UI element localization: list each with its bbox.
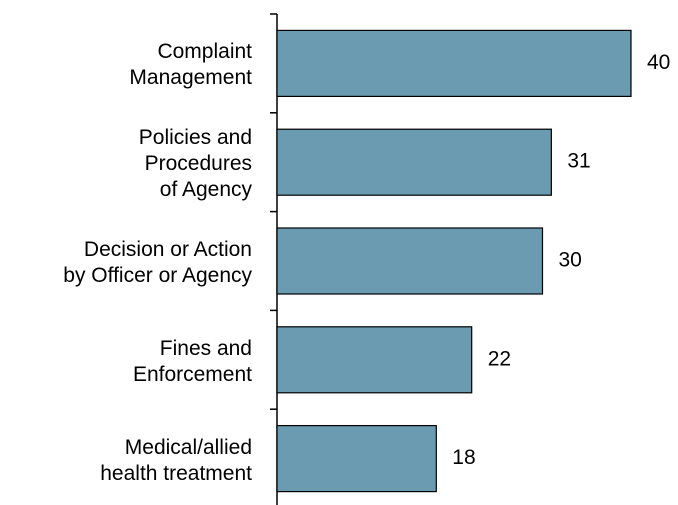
value-label: 18 [452,446,475,469]
category-label: Medical/allied health treatment [100,435,252,485]
category-label: Fines and Enforcement [132,336,252,386]
category-label: Policies and Procedures of Agency [138,126,252,202]
bar [276,326,473,394]
value-label: 30 [559,249,582,272]
bar [276,227,544,295]
category-label: Decision or Action by Officer or Agency [63,238,252,287]
bar [276,425,437,493]
value-label: 22 [488,347,511,370]
bar [276,128,552,196]
bar [276,29,632,97]
value-label: 40 [647,51,670,74]
value-label: 31 [567,150,590,173]
category-label: Complaint Management [129,40,252,90]
